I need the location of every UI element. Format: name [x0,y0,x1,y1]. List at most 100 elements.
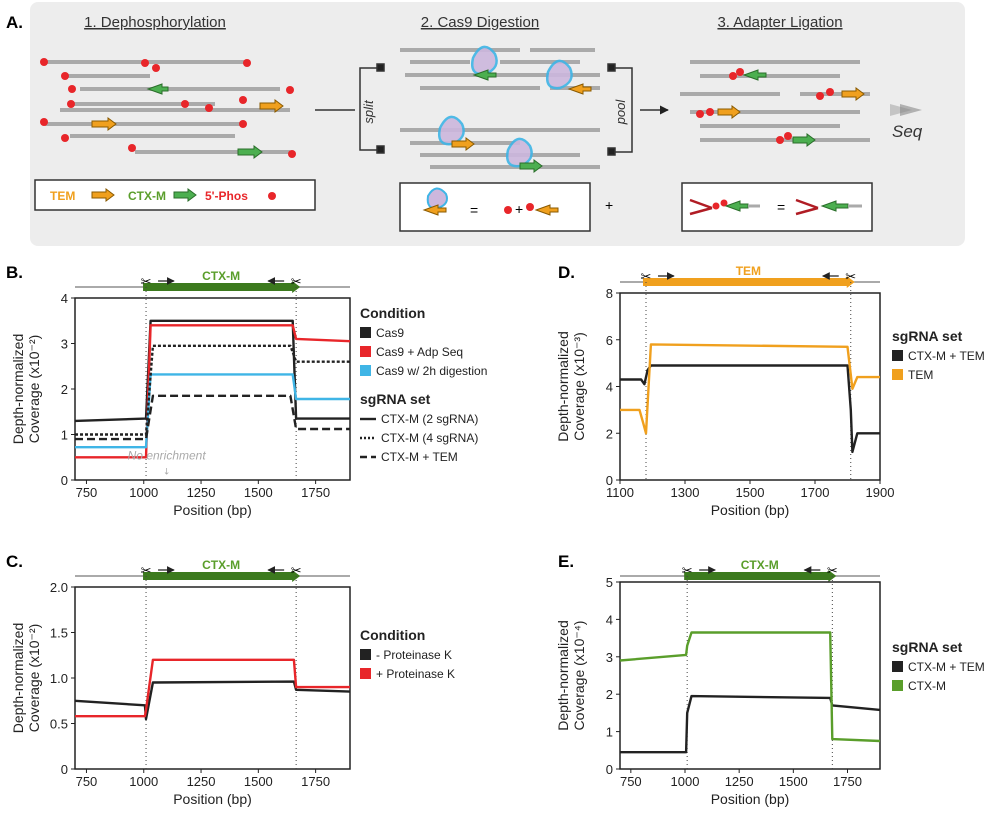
phosphate-icon [152,64,160,72]
panel-label-c: C. [6,552,23,571]
phosphate-icon [239,96,247,104]
scissors-icon: ✂ [827,564,838,579]
x-tick-label: 1250 [187,774,216,789]
chart-panel-b: CTX-M ✂ ✂ 750 1000 1250 1500 1750 0 1 2 3 4 Position … [10,269,487,518]
x-tick-label: 1750 [301,485,330,500]
phosphate-icon [68,85,76,93]
x-tick-label: 1500 [244,485,273,500]
y-tick-label: 4 [606,612,613,627]
y-tick-label: 6 [606,333,613,348]
legend-entry-label: TEM [908,368,933,382]
step3-dna-fragments [680,60,870,142]
equals-sign: = [470,202,478,218]
series-line [74,319,350,423]
gene-arrow [143,281,301,293]
plus-between-boxes: + [605,197,613,213]
step1-phosphates [40,58,296,158]
series-line [620,343,880,435]
y-axis-label: Depth-normalized [10,334,26,445]
ctxm-gene-arrow [173,188,197,202]
legend-swatch [892,680,903,691]
cas9-complexes [438,45,573,168]
x-tick-label: 1500 [779,774,808,789]
x-tick-label: 1700 [801,485,830,500]
phosphate-icon [61,134,69,142]
gene-label: CTX-M [741,558,779,572]
x-tick-label: 1250 [187,485,216,500]
gene-label: CTX-M [202,269,240,283]
step3-gene-arrows [717,69,865,147]
pool-label: pool [613,99,628,126]
ctxm-gene-arrow [146,83,169,95]
legend-entry-label: - Proteinase K [376,648,452,662]
x-tick-label: 1750 [301,774,330,789]
panel-label-d: D. [558,263,575,282]
ctxm-gene-arrow [237,145,263,159]
y-tick-label: 0 [61,762,68,777]
x-tick-label: 1750 [833,774,862,789]
x-tick-label: 1000 [129,485,158,500]
legend-entry-label: CTX-M (4 sgRNA) [381,431,478,445]
seq-label: Seq [892,122,923,141]
y-axis-label: Coverage (x10⁻³) [571,332,587,441]
y-tick-label: 2 [606,687,613,702]
legend-phos-label: 5'-Phos [205,189,248,203]
y-tick-label: 1.5 [50,626,68,641]
phosphate-icon [696,110,704,118]
legend-title: sgRNA set [892,639,963,655]
y-axis-label: Coverage (x10⁻²) [26,335,42,444]
split-label: split [361,99,376,124]
scissors-icon: ✂ [682,564,693,579]
x-tick-label: 750 [76,774,98,789]
phosphate-icon [706,108,714,116]
y-axis-label: Depth-normalized [555,620,571,731]
x-tick-label: 1000 [671,774,700,789]
y-tick-label: 1.0 [50,671,68,686]
legend-swatch [892,350,903,361]
legend-swatch [360,327,371,338]
y-tick-label: 8 [606,286,613,301]
legend-entry-label: Cas9 w/ 2h digestion [376,364,487,378]
schematic-legend: TEM CTX-M 5'-Phos [34,179,316,211]
panel-label-e: E. [558,552,574,571]
phosphate-icon [816,92,824,100]
scissors-icon: ✂ [845,270,856,285]
y-tick-label: 0 [606,762,613,777]
tem-gene-arrow [91,188,115,202]
x-tick-label: 1250 [725,774,754,789]
phosphate-icon [286,86,294,94]
phosphate-icon [40,58,48,66]
chart-panel-e: CTX-M ✂ ✂ 750 1000 1250 1500 1750 0 1 2 3 4 5 Position… [555,558,985,807]
x-axis-label: Position (bp) [173,791,252,807]
phosphate-icon [776,136,784,144]
y-axis-label: Coverage (x10⁻⁴) [571,621,587,731]
phosphate-icon [239,120,247,128]
legend-entry-label: CTX-M + TEM [908,660,985,674]
y-tick-label: 3 [61,337,68,352]
phosphate-icon [128,144,136,152]
legend-swatch [360,365,371,376]
legend-entry-label: CTX-M (2 sgRNA) [381,412,478,426]
annotation-arrow-icon: ↓ [163,468,171,478]
step3-phosphates [696,68,834,144]
legend-swatch [892,369,903,380]
gene-arrow [684,570,837,582]
y-tick-label: 1 [606,725,613,740]
plot-frame [74,586,351,770]
x-tick-label: 1000 [129,774,158,789]
pool-bracket [607,63,669,156]
y-axis-label: Depth-normalized [555,331,571,442]
x-tick-label: 1500 [736,485,765,500]
tem-gene-arrow [91,117,117,131]
legend-tem-label: TEM [50,189,75,203]
legend-entry-label: CTX-M + TEM [381,450,458,464]
x-axis-label: Position (bp) [711,791,790,807]
y-axis-label: Depth-normalized [10,623,26,734]
series-line [74,680,351,721]
scissors-icon: ✂ [141,564,152,579]
step3-title: 3. Adapter Ligation [717,14,842,31]
legend-swatch [360,346,371,357]
series-line [75,324,351,459]
series-line [75,658,350,718]
legend-entry-label: Cas9 + Adp Seq [376,345,463,359]
